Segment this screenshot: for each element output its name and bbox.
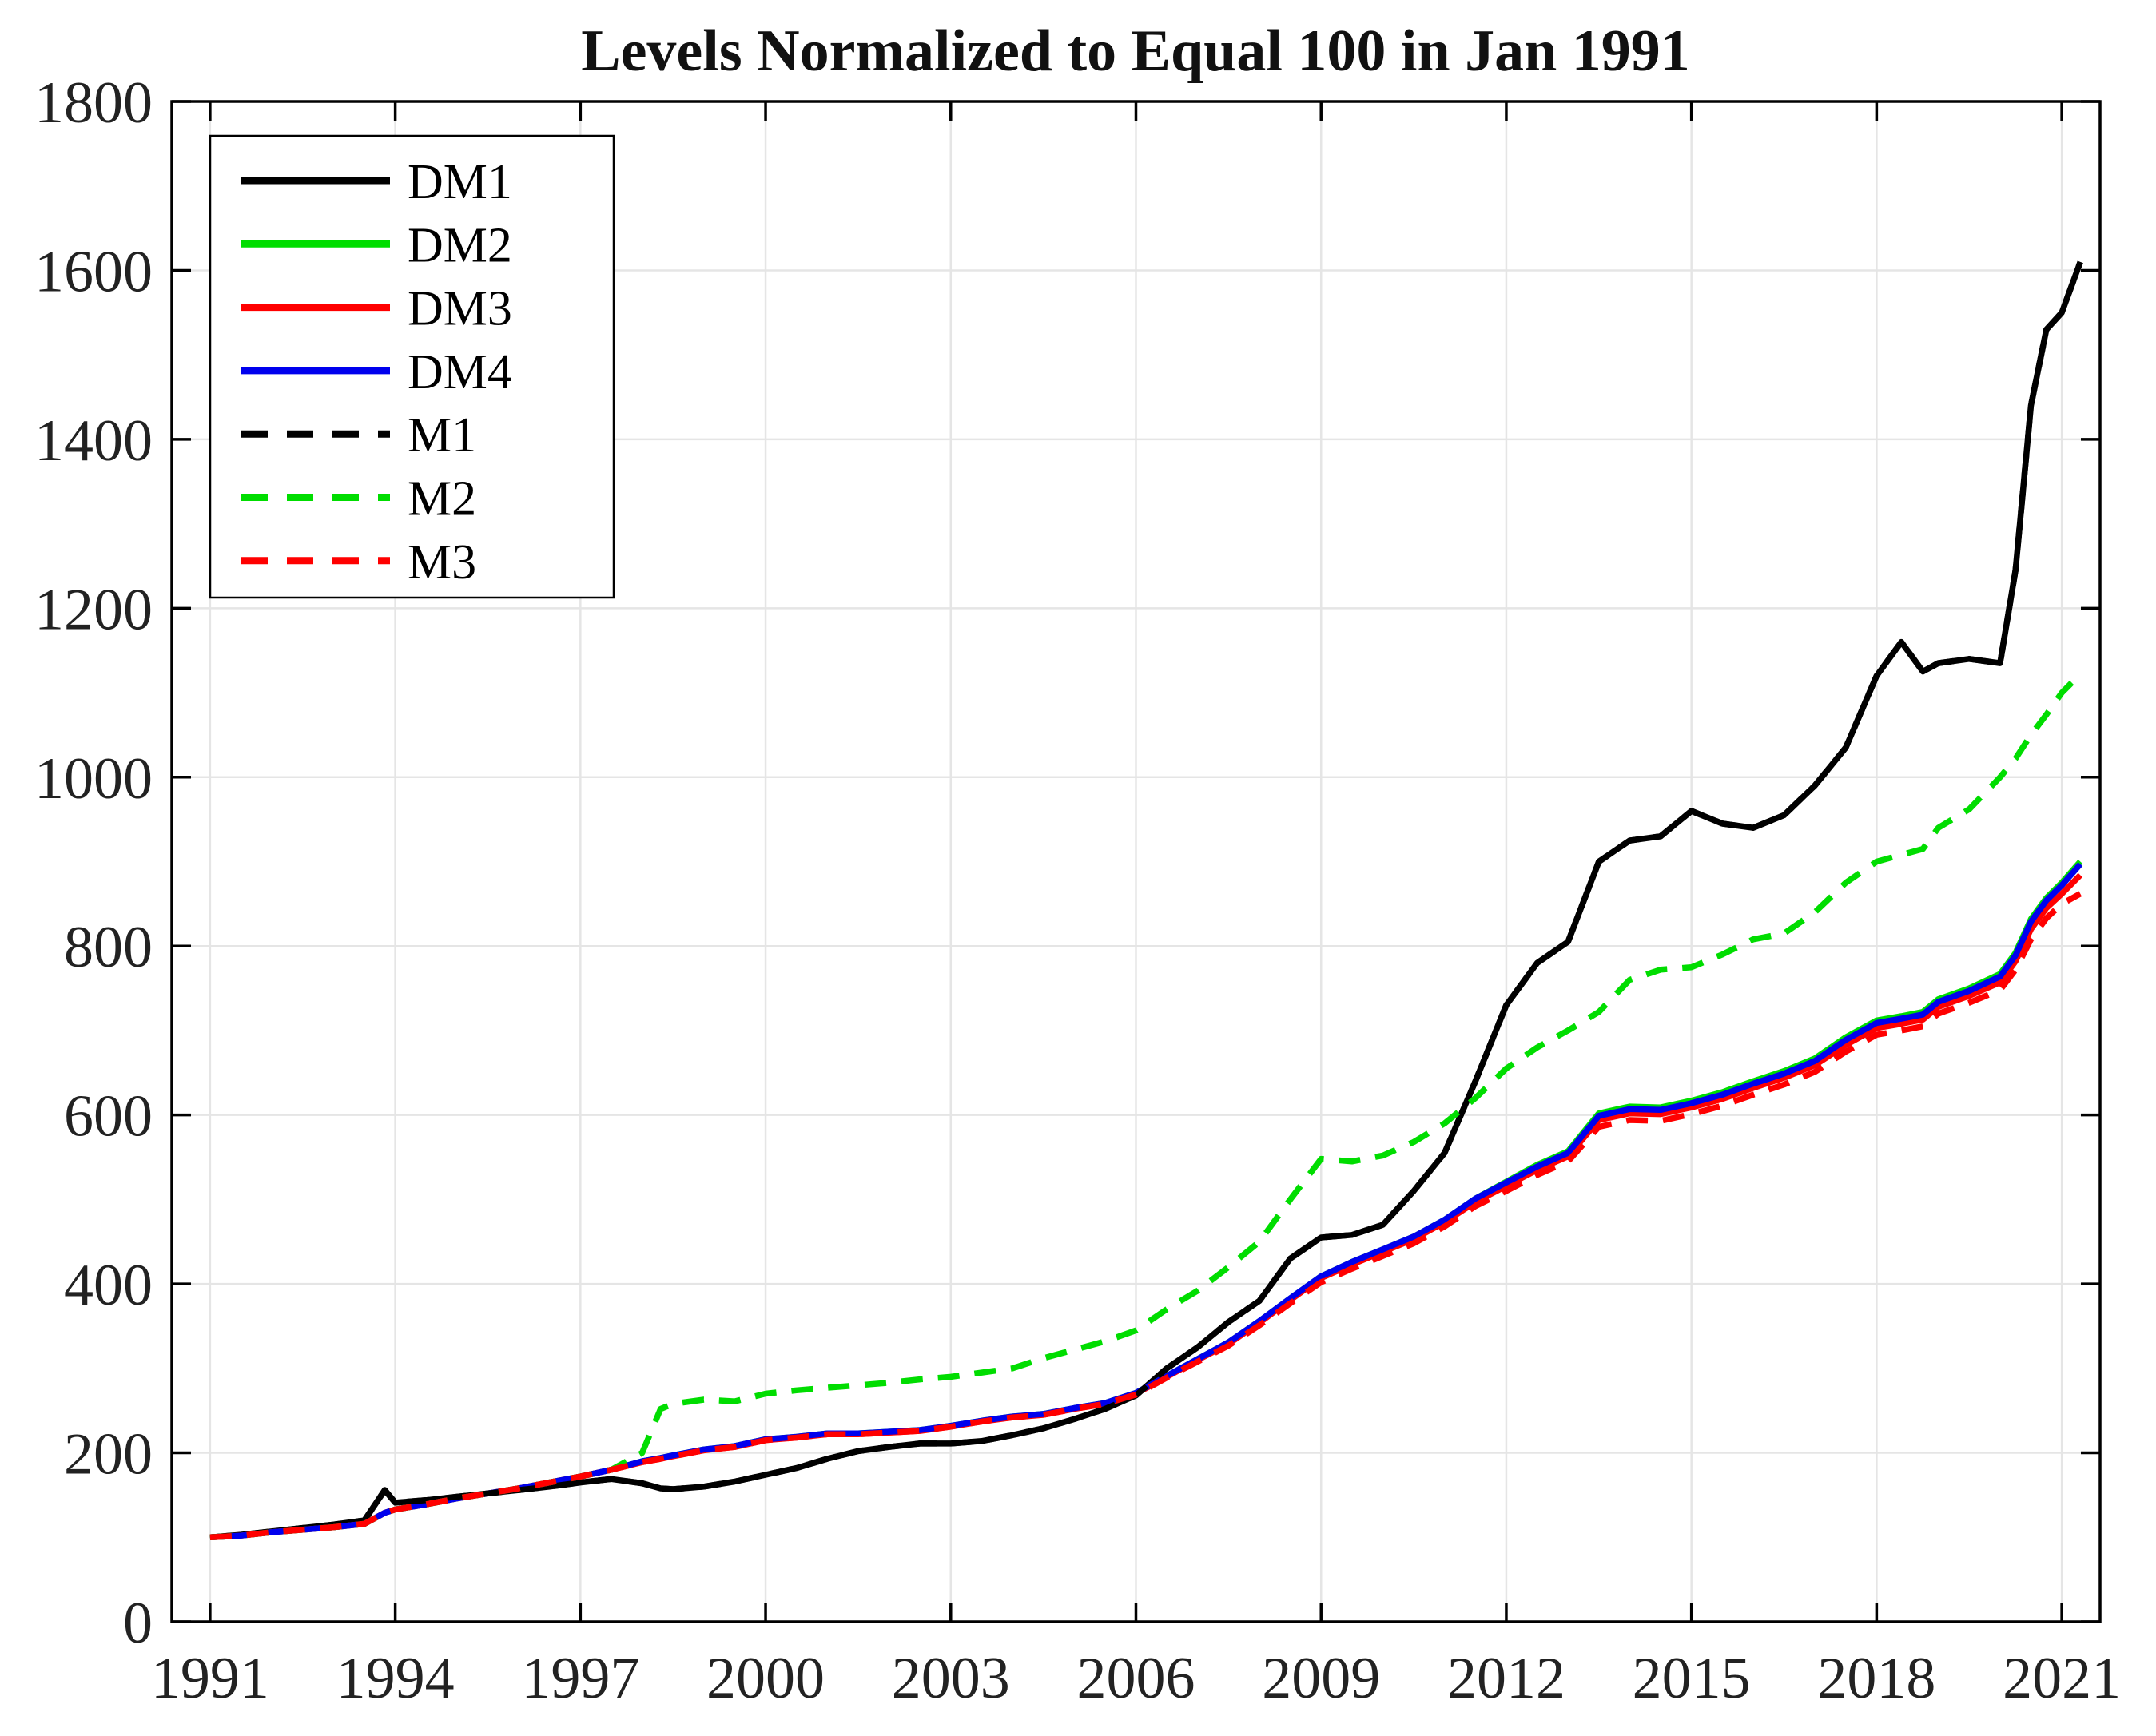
legend-label-DM1: DM1 xyxy=(408,155,512,209)
y-tick-label: 1600 xyxy=(34,239,153,304)
series-line-DM3 xyxy=(209,872,2082,1541)
legend-label-DM2: DM2 xyxy=(408,218,512,272)
y-tick-label: 0 xyxy=(123,1591,153,1656)
x-tick-label: 2000 xyxy=(706,1646,825,1711)
series-layer xyxy=(209,260,2083,1541)
y-tick-label: 400 xyxy=(64,1253,153,1318)
legend-label-DM3: DM3 xyxy=(408,282,512,336)
x-tick-label: 2006 xyxy=(1077,1646,1195,1711)
y-tick-label: 1000 xyxy=(34,746,153,812)
x-tick-label: 2009 xyxy=(1262,1646,1380,1711)
series-line-DM2 xyxy=(209,860,2083,1541)
series-line-M3 xyxy=(209,891,2082,1541)
x-tick-label: 2018 xyxy=(1817,1646,1935,1711)
legend-label-M1: M1 xyxy=(408,408,476,463)
x-tick-label: 2021 xyxy=(2003,1646,2121,1711)
x-tick-label: 1991 xyxy=(151,1646,269,1711)
tick-label-layer: 0 200 400 600 800 1000 1200 1400 1600 1800 1991 199… xyxy=(34,70,2121,1711)
legend-label-DM4: DM4 xyxy=(408,345,512,399)
legend-label-M3: M3 xyxy=(408,535,476,590)
chart-title: Levels Normalized to Equal 100 in Jan 19… xyxy=(581,18,1690,84)
legend: DM1 DM2 DM3 DM4 M1 M2 M3 xyxy=(209,134,615,599)
x-tick-label: 1997 xyxy=(521,1646,639,1711)
y-tick-label: 1200 xyxy=(34,577,153,642)
series-line-DM4 xyxy=(209,862,2083,1541)
x-tick-label: 1994 xyxy=(336,1646,455,1711)
y-tick-label: 600 xyxy=(64,1084,153,1150)
y-tick-label: 200 xyxy=(64,1422,153,1488)
y-tick-label: 1800 xyxy=(34,70,153,136)
y-tick-label: 800 xyxy=(64,915,153,980)
legend-label-M2: M2 xyxy=(408,472,476,526)
legend-box xyxy=(209,134,615,599)
x-tick-label: 2015 xyxy=(1633,1646,1751,1711)
y-tick-label: 1400 xyxy=(34,408,153,474)
x-tick-label: 2012 xyxy=(1447,1646,1565,1711)
x-tick-label: 2003 xyxy=(892,1646,1010,1711)
axes-layer xyxy=(170,100,2102,1623)
